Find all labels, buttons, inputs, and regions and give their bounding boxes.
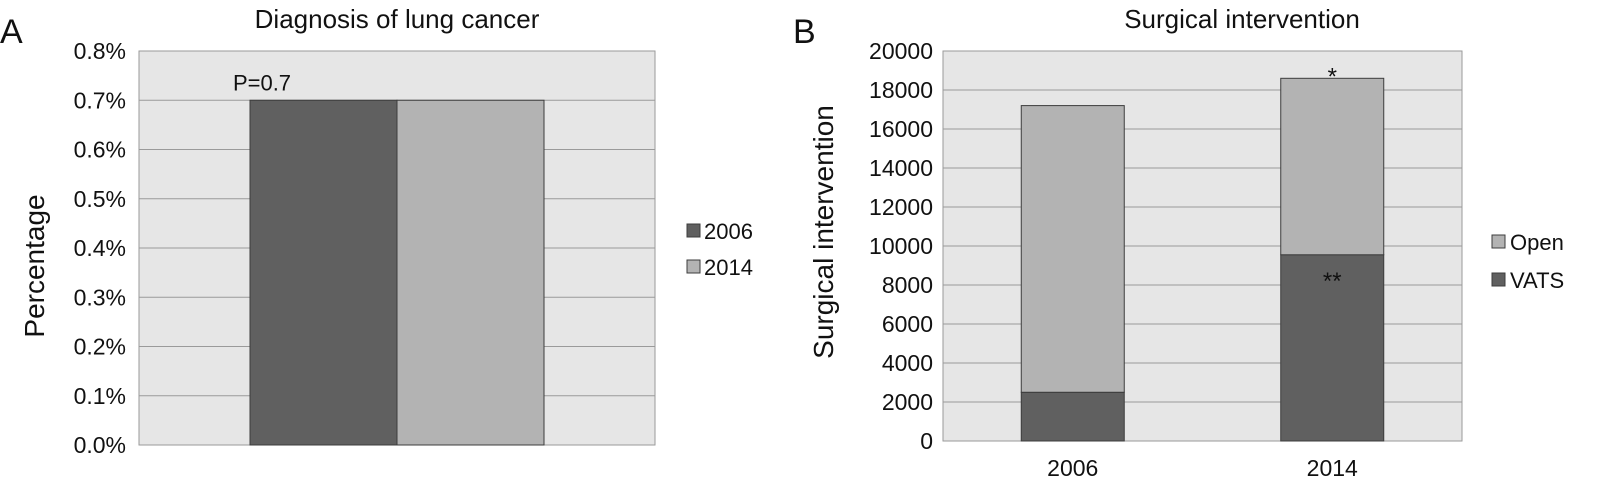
chart-b-legend: Open VATS: [1491, 230, 1564, 293]
chart-b-annotation: **: [1323, 268, 1342, 295]
chart-a-legend-label-2014: 2014: [704, 255, 753, 280]
chart-b-annotations: ***: [1323, 63, 1342, 294]
panel-a-letter: A: [0, 13, 23, 51]
chart-b-y-tick-label: 12000: [869, 194, 933, 220]
chart-a-y-tick-label: 0.0%: [74, 432, 126, 458]
chart-b-y-tick-label: 0: [920, 428, 933, 454]
chart-a-y-tick-label: 0.8%: [74, 38, 126, 64]
panel-a: A Diagnosis of lung cancer Percentage 0.…: [0, 4, 753, 458]
chart-b-legend-label-VATS: VATS: [1510, 268, 1564, 293]
chart-b-annotation: *: [1328, 63, 1337, 90]
chart-b-bar-VATS-2006: [1020, 391, 1125, 442]
chart-b-x-tick-label: 2006: [1047, 455, 1098, 481]
chart-a-y-axis-label: Percentage: [19, 194, 50, 337]
chart-a-y-tick-label: 0.2%: [74, 334, 126, 360]
chart-b-bar-Open-2006: [1020, 105, 1125, 393]
chart-a-bars: [249, 99, 545, 446]
chart-b-y-axis-label: Surgical intervention: [808, 105, 839, 359]
chart-b-x-tick-label: 2014: [1307, 455, 1358, 481]
chart-a-y-tick-label: 0.5%: [74, 186, 126, 212]
chart-b-y-tick-label: 6000: [882, 311, 933, 337]
chart-b-y-tick-labels: 0 2000 4000 6000 8000 10000 12000 14000 16000 180…: [869, 38, 933, 454]
chart-a-y-tick-label: 0.7%: [74, 87, 126, 113]
chart-a-y-tick-label: 0.6%: [74, 137, 126, 163]
chart-b-y-tick-label: 16000: [869, 116, 933, 142]
chart-b-bar-VATS-2014: [1280, 254, 1385, 442]
chart-b-y-tick-label: 14000: [869, 155, 933, 181]
chart-a-y-tick-label: 0.3%: [74, 284, 126, 310]
chart-a-bar-2006: [249, 99, 398, 446]
chart-a-legend-label-2006: 2006: [704, 219, 753, 244]
chart-b-y-tick-label: 18000: [869, 77, 933, 103]
chart-b-x-tick-labels: 2006 2014: [1047, 455, 1358, 481]
panel-b-letter: B: [793, 13, 816, 51]
chart-a-y-tick-label: 0.1%: [74, 383, 126, 409]
chart-a-legend-swatch-2006: [686, 223, 701, 238]
chart-b-y-tick-label: 10000: [869, 233, 933, 259]
panel-b: B Surgical intervention Surgical interve…: [793, 4, 1564, 481]
chart-b-bar-Open-2014: [1280, 77, 1385, 256]
chart-b-y-tick-label: 2000: [882, 389, 933, 415]
chart-b-legend-swatch-VATS: [1491, 272, 1506, 287]
chart-b-y-tick-label: 8000: [882, 272, 933, 298]
chart-a-legend-swatch-2014: [686, 259, 701, 274]
chart-b-title: Surgical intervention: [1124, 4, 1360, 34]
chart-a-y-tick-label: 0.4%: [74, 235, 126, 261]
chart-b-bars: [1020, 77, 1385, 442]
chart-a-title: Diagnosis of lung cancer: [255, 4, 540, 34]
chart-b-y-tick-label: 4000: [882, 350, 933, 376]
chart-b-legend-swatch-Open: [1491, 234, 1506, 249]
chart-a-bar-2014: [396, 99, 545, 446]
chart-a-legend: 2006 2014: [686, 219, 753, 280]
chart-b-y-tick-label: 20000: [869, 38, 933, 64]
chart-a-y-tick-labels: 0.0% 0.1% 0.2% 0.3% 0.4% 0.5% 0.6% 0.7% 0.8%: [74, 38, 126, 458]
chart-b-legend-label-Open: Open: [1510, 230, 1564, 255]
chart-a-p-value-annotation: P=0.7: [233, 70, 291, 95]
